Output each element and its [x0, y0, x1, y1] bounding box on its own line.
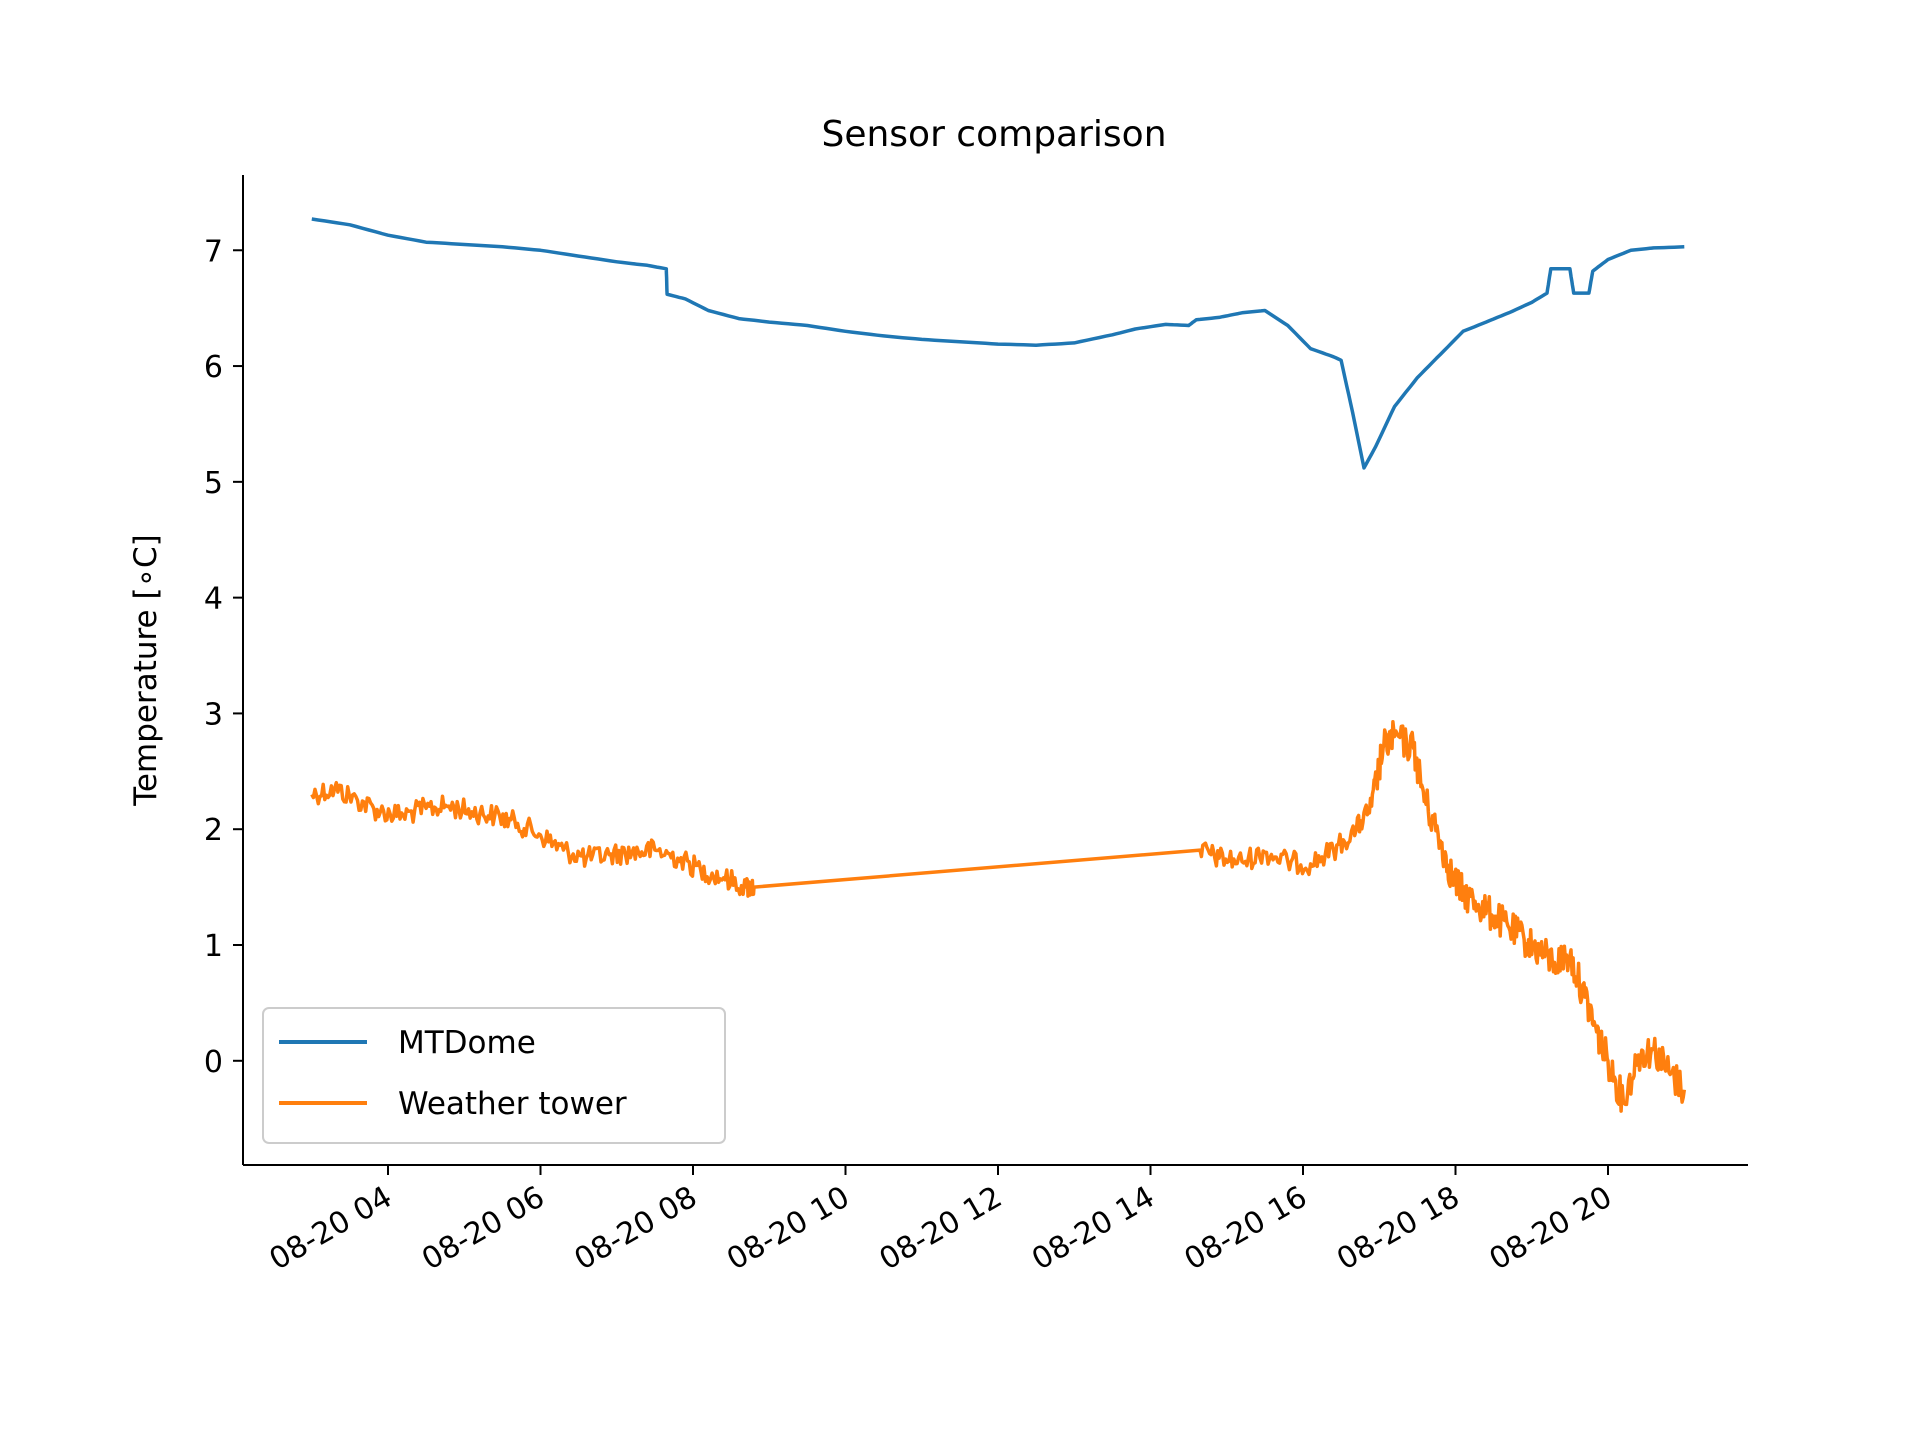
y-tick-label: 2: [204, 813, 223, 848]
x-tick-label: 08-20 08: [569, 1180, 703, 1278]
series-line-mtdome: [311, 217, 1685, 470]
x-ticks: 08-20 04 08-20 06 08-20 08 08-20 10 08-20 12…: [264, 1165, 1618, 1277]
y-tick-label: 7: [204, 234, 223, 269]
x-tick-label: 08-20 04: [264, 1180, 398, 1278]
y-tick-label: 3: [204, 697, 223, 732]
legend-frame: [262, 1007, 726, 1144]
x-tick-label: 08-20 18: [1331, 1180, 1465, 1278]
x-tick-label: 08-20 10: [721, 1180, 855, 1278]
series-line-weather-tower: [310, 720, 1687, 1113]
y-tick-label: 1: [204, 929, 223, 964]
y-axis-label: Temperature [∘C]: [128, 534, 164, 806]
x-tick-label: 08-20 06: [416, 1180, 550, 1278]
x-tick-label: 08-20 12: [874, 1180, 1008, 1278]
x-tick-label: 08-20 20: [1484, 1180, 1618, 1278]
plot-area: [310, 217, 1687, 1113]
x-tick-label: 08-20 16: [1179, 1180, 1313, 1278]
y-tick-label: 5: [204, 466, 223, 501]
chart-title: Sensor comparison: [821, 114, 1166, 155]
y-ticks: 0 1 2 3 4 5 6 7: [204, 234, 243, 1080]
y-tick-label: 0: [204, 1045, 223, 1080]
legend-label-weather-tower: Weather tower: [398, 1086, 627, 1122]
legend-label-mtdome: MTDome: [398, 1025, 536, 1061]
y-tick-label: 4: [204, 582, 223, 617]
y-tick-label: 6: [204, 350, 223, 385]
legend: MTDome Weather tower: [262, 1007, 726, 1144]
x-tick-label: 08-20 14: [1026, 1180, 1160, 1278]
